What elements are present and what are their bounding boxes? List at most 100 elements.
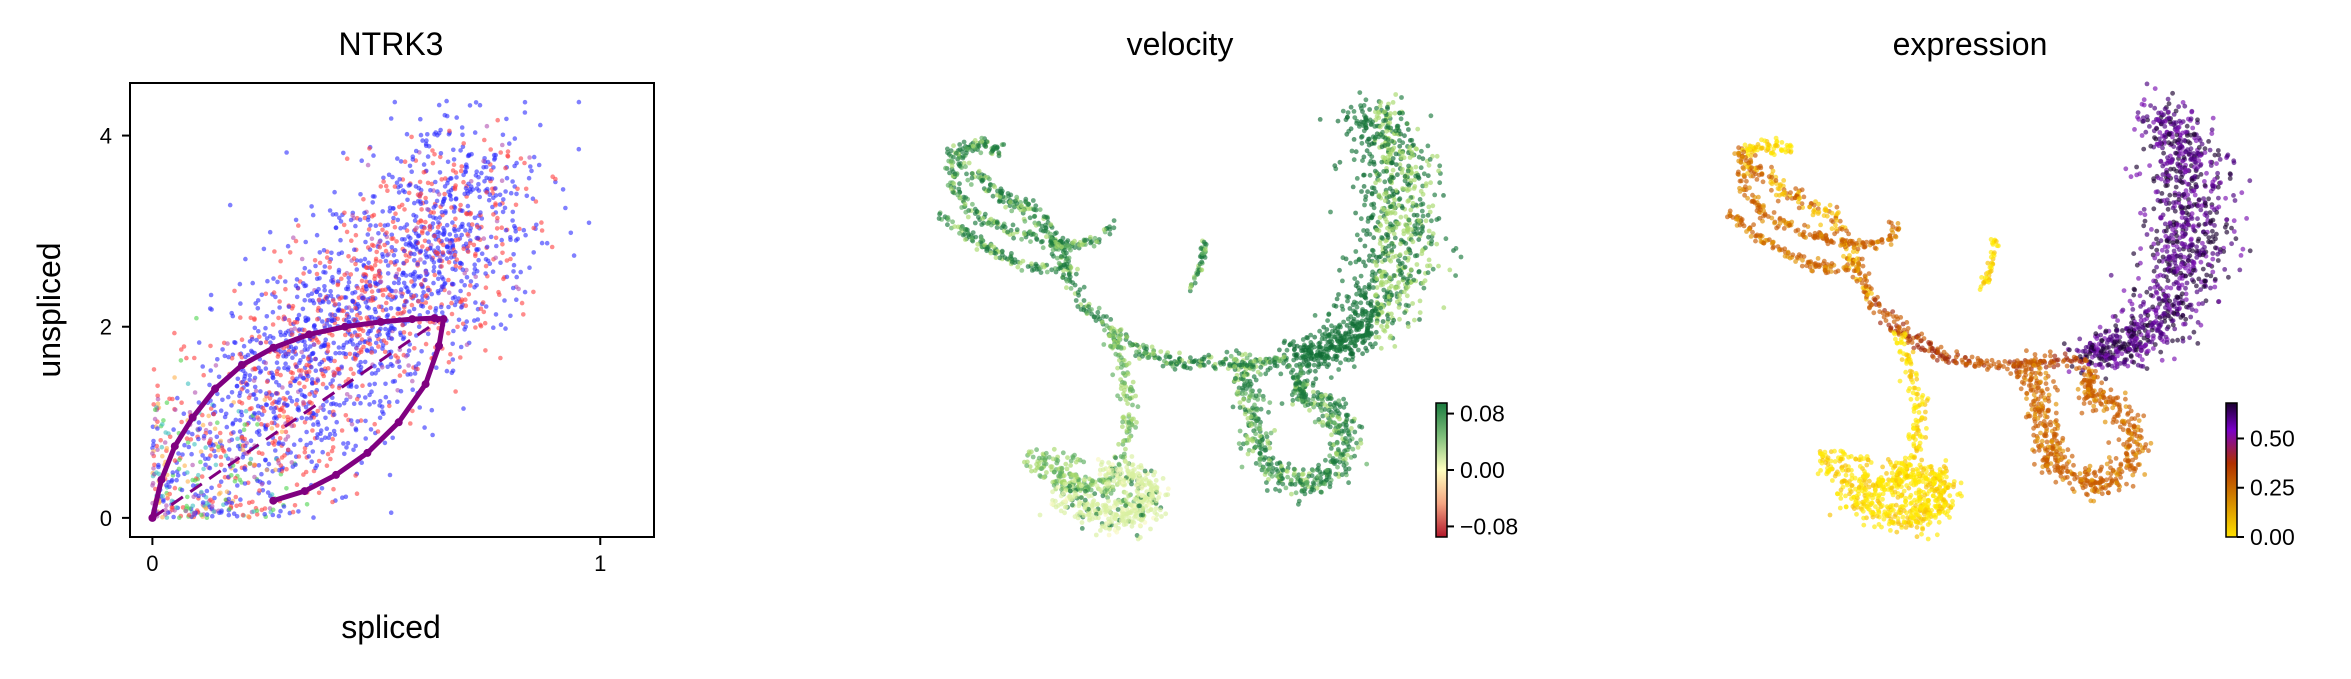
cell-point (199, 489, 204, 495)
cell-point (270, 322, 276, 327)
cell-point (493, 312, 499, 317)
embedding-point (1242, 411, 1248, 417)
cell-point (281, 504, 287, 509)
cell-point (539, 220, 544, 225)
cell-point (363, 395, 368, 400)
embedding-point (1381, 287, 1387, 293)
cell-point (472, 215, 478, 221)
cell-point (266, 480, 272, 485)
cell-point (325, 451, 331, 457)
cell-point (463, 228, 468, 233)
cell-point (412, 258, 417, 263)
cell-point (337, 402, 343, 408)
embedding-point (946, 152, 952, 157)
embedding-point (1386, 301, 1392, 307)
embedding-point (1261, 457, 1267, 462)
embedding-point (1338, 360, 1343, 366)
cell-point (301, 376, 307, 381)
cell-point (503, 227, 509, 233)
embedding-point (1385, 313, 1390, 318)
cell-point (534, 222, 539, 228)
embedding-point (1007, 199, 1013, 205)
cell-point (289, 332, 295, 337)
cell-point (531, 154, 537, 160)
cell-point (388, 260, 394, 265)
embedding-point (962, 201, 968, 207)
embedding-point (1133, 425, 1138, 430)
cell-point (313, 263, 318, 269)
cell-point (376, 304, 382, 310)
cell-point (483, 348, 488, 353)
embedding-point (1328, 446, 1334, 451)
embedding-point (1314, 355, 1320, 360)
cell-point (256, 428, 262, 434)
cell-point (330, 378, 336, 383)
cell-point (355, 419, 361, 424)
embedding-point (978, 236, 984, 242)
embedding-point (1116, 344, 1122, 349)
cell-point (277, 305, 282, 310)
cell-point (342, 272, 348, 278)
embedding-point (1402, 173, 1408, 179)
cell-point (204, 512, 210, 517)
cell-point (442, 184, 448, 189)
cell-point (484, 244, 490, 250)
embedding-point (1372, 136, 1378, 141)
cell-point (227, 506, 232, 512)
cell-point (294, 364, 300, 370)
cell-point (498, 150, 504, 155)
cell-point (482, 179, 487, 184)
cell-point (179, 487, 185, 493)
cell-point (371, 153, 376, 158)
embedding-point (1340, 278, 1345, 284)
cell-point (390, 236, 396, 241)
cell-point (285, 243, 291, 249)
chart-title-ntrk3: NTRK3 (339, 26, 444, 62)
cell-point (297, 327, 302, 332)
embedding-point (1368, 330, 1374, 336)
cell-point (311, 342, 317, 348)
embedding-point (1397, 143, 1403, 149)
cell-point (257, 334, 262, 340)
embedding-point (1257, 388, 1262, 394)
cell-point (497, 202, 503, 207)
cell-point (434, 365, 439, 371)
cell-point (269, 492, 275, 497)
embedding-point (1419, 208, 1425, 214)
embedding-point (1380, 282, 1386, 287)
cell-point (363, 418, 368, 424)
cell-point (360, 383, 365, 389)
cell-point (398, 159, 404, 164)
cell-point (384, 314, 390, 319)
embedding-point (1453, 273, 1458, 278)
cell-point (488, 234, 494, 240)
embedding-point (1392, 197, 1398, 203)
cell-point (459, 164, 465, 169)
cell-point (514, 297, 519, 303)
cell-point (387, 327, 392, 333)
embedding-point (1326, 362, 1331, 367)
embedding-point (1378, 223, 1384, 229)
cell-point (263, 291, 269, 297)
cell-point (372, 363, 377, 369)
embedding-point (1329, 323, 1334, 329)
cell-point (336, 345, 342, 350)
cell-point (477, 194, 483, 200)
cell-point (293, 217, 299, 223)
embedding-point (1344, 417, 1350, 422)
cell-point (272, 405, 278, 411)
cell-point (422, 260, 427, 265)
cell-point (347, 394, 353, 400)
cell-point (531, 289, 536, 295)
cell-point (483, 304, 489, 309)
cell-point (348, 418, 354, 423)
embedding-point (970, 201, 975, 207)
cell-point (315, 408, 321, 414)
cell-point (338, 237, 343, 243)
cell-point (259, 471, 264, 477)
cell-point (491, 195, 496, 201)
cell-point (358, 192, 363, 197)
curve-marker (148, 513, 157, 522)
cell-point (366, 227, 372, 232)
cell-point (475, 235, 481, 241)
